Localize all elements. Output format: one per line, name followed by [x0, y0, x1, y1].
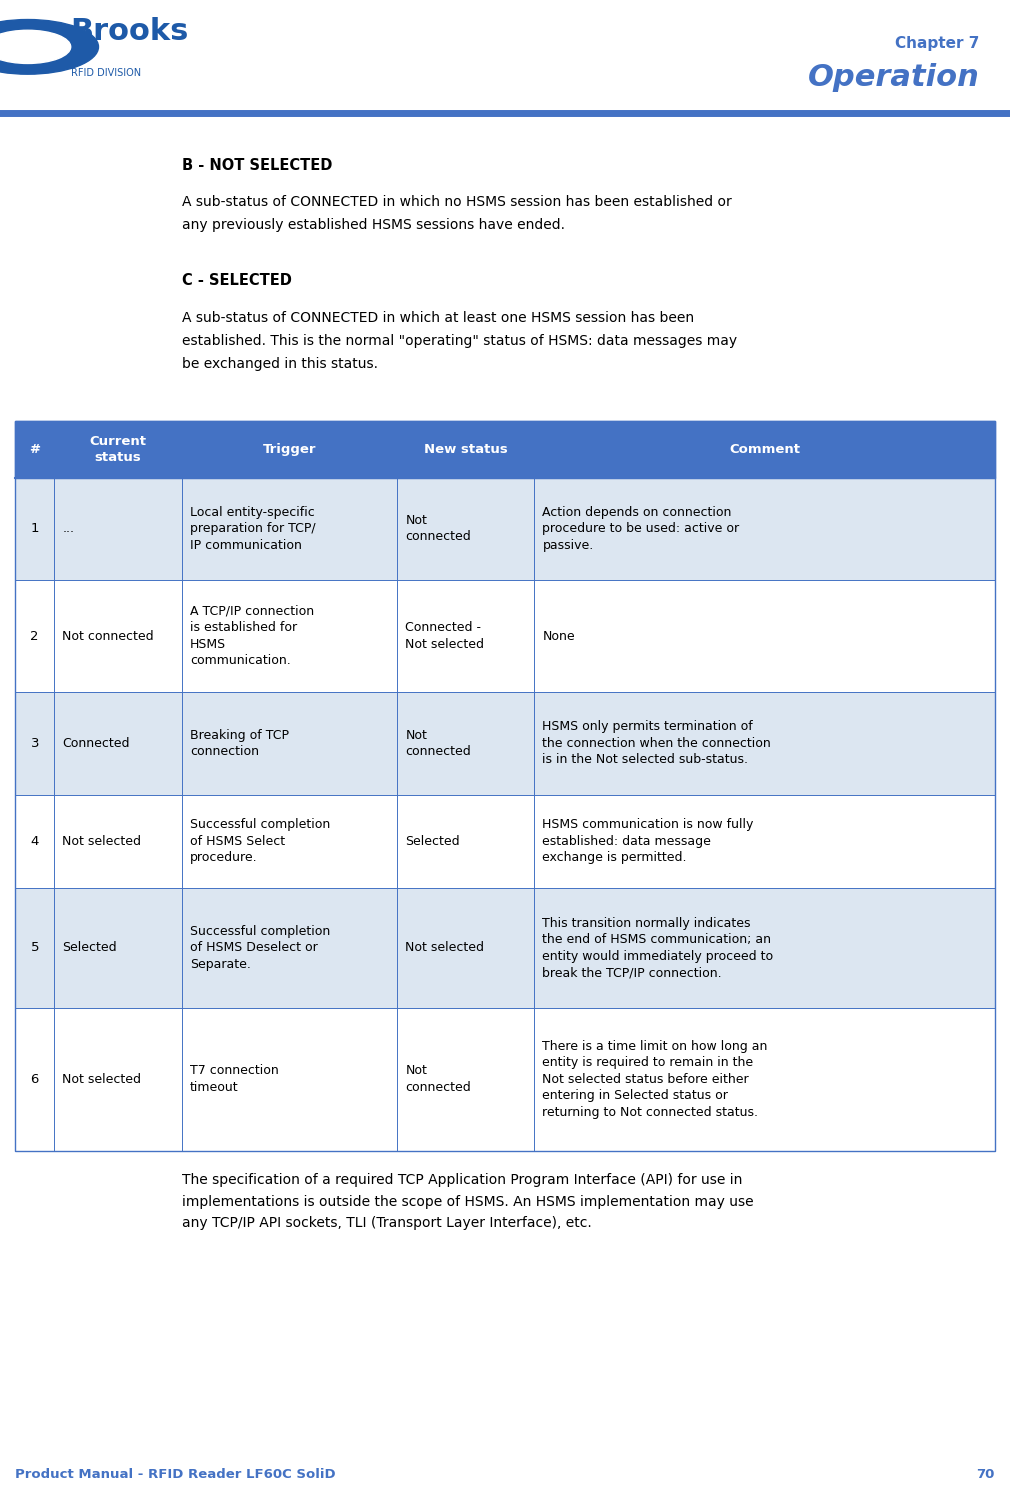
Text: The specification of a required TCP Application Program Interface (API) for use : The specification of a required TCP Appl… [182, 1173, 753, 1230]
Text: Chapter 7: Chapter 7 [895, 36, 980, 51]
Text: ...: ... [63, 523, 75, 535]
Text: Breaking of TCP
connection: Breaking of TCP connection [190, 728, 289, 759]
Text: Not
connected: Not connected [405, 1065, 471, 1093]
Text: Successful completion
of HSMS Deselect or
Separate.: Successful completion of HSMS Deselect o… [190, 925, 330, 970]
Text: Not selected: Not selected [405, 942, 485, 954]
FancyBboxPatch shape [15, 580, 995, 692]
FancyBboxPatch shape [15, 421, 995, 478]
Text: Action depends on connection
procedure to be used: active or
passive.: Action depends on connection procedure t… [542, 506, 739, 551]
Text: 1: 1 [30, 523, 39, 535]
Circle shape [0, 30, 71, 63]
Text: A sub-status of CONNECTED in which no HSMS session has been established or
any p: A sub-status of CONNECTED in which no HS… [182, 195, 731, 233]
Text: Connected: Connected [63, 737, 130, 749]
FancyBboxPatch shape [15, 692, 995, 795]
Text: HSMS only permits termination of
the connection when the connection
is in the No: HSMS only permits termination of the con… [542, 721, 772, 766]
Text: Trigger: Trigger [263, 443, 316, 455]
Circle shape [0, 20, 98, 74]
Text: Connected -
Not selected: Connected - Not selected [405, 622, 485, 650]
Text: Operation: Operation [808, 63, 980, 92]
Text: Not connected: Not connected [63, 629, 155, 643]
Text: This transition normally indicates
the end of HSMS communication; an
entity woul: This transition normally indicates the e… [542, 916, 774, 979]
Text: #: # [29, 443, 40, 455]
Text: Comment: Comment [729, 443, 800, 455]
FancyBboxPatch shape [15, 1008, 995, 1151]
Text: Selected: Selected [63, 942, 117, 954]
Text: Product Manual - RFID Reader LF60C SoliD: Product Manual - RFID Reader LF60C SoliD [15, 1469, 335, 1481]
FancyBboxPatch shape [15, 478, 995, 580]
Text: Not selected: Not selected [63, 1072, 141, 1086]
Text: 3: 3 [30, 737, 39, 749]
Text: A TCP/IP connection
is established for
HSMS
communication.: A TCP/IP connection is established for H… [190, 605, 314, 667]
Text: Not
connected: Not connected [405, 514, 471, 544]
Text: 6: 6 [30, 1072, 39, 1086]
Text: Brooks: Brooks [71, 17, 189, 45]
Text: RFID DIVISION: RFID DIVISION [71, 68, 140, 78]
Text: 5: 5 [30, 942, 39, 954]
Text: Successful completion
of HSMS Select
procedure.: Successful completion of HSMS Select pro… [190, 819, 330, 864]
Text: B - NOT SELECTED: B - NOT SELECTED [182, 158, 332, 173]
Text: A sub-status of CONNECTED in which at least one HSMS session has been
establishe: A sub-status of CONNECTED in which at le… [182, 311, 737, 371]
Text: Selected: Selected [405, 835, 460, 847]
Text: Not selected: Not selected [63, 835, 141, 847]
FancyBboxPatch shape [15, 888, 995, 1008]
Text: New status: New status [424, 443, 508, 455]
FancyBboxPatch shape [15, 795, 995, 888]
Text: C - SELECTED: C - SELECTED [182, 273, 292, 288]
Text: T7 connection
timeout: T7 connection timeout [190, 1065, 279, 1093]
Text: There is a time limit on how long an
entity is required to remain in the
Not sel: There is a time limit on how long an ent… [542, 1039, 768, 1119]
Text: Local entity-specific
preparation for TCP/
IP communication: Local entity-specific preparation for TC… [190, 506, 315, 551]
Text: 2: 2 [30, 629, 39, 643]
Text: HSMS communication is now fully
established: data message
exchange is permitted.: HSMS communication is now fully establis… [542, 819, 753, 864]
Text: Current
status: Current status [90, 434, 146, 464]
Text: Not
connected: Not connected [405, 728, 471, 759]
Text: 70: 70 [977, 1469, 995, 1481]
Text: 4: 4 [30, 835, 39, 847]
Text: None: None [542, 629, 575, 643]
